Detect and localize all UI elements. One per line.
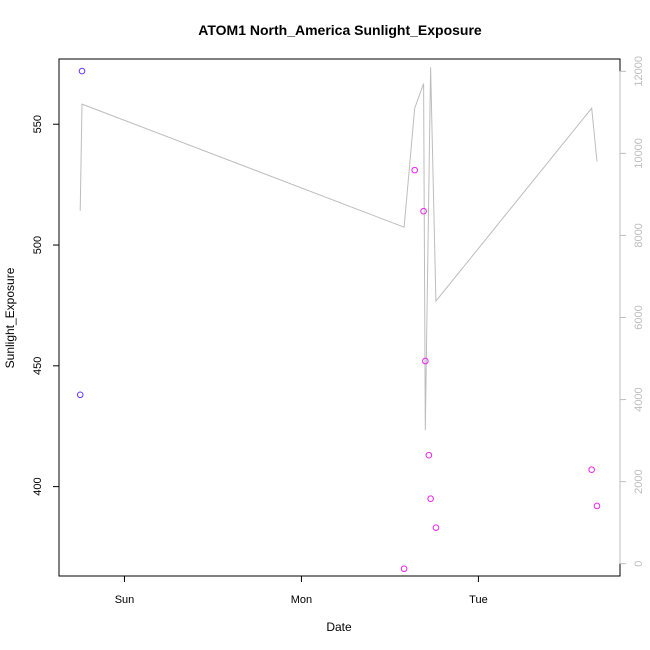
x-axis-label: Date [326,620,352,634]
y-tick-label: 450 [32,357,44,375]
data-point [400,565,408,573]
series-line [79,67,598,431]
data-point [422,357,429,365]
x-tick-label: Tue [469,594,488,606]
y-tick-label: 400 [32,477,44,495]
data-point [411,166,419,174]
y2-tick-label: 12000 [633,56,645,87]
y2-tick-label: 8000 [633,223,645,247]
data-point [593,502,601,510]
y-tick-label: 550 [32,115,44,133]
x-tick-label: Mon [291,594,312,606]
y2-tick-label: 6000 [633,305,645,329]
y-tick-label: 500 [32,236,44,254]
y-axis-right: 0 2000 4000 6000 8000 10000 12000 [619,56,645,567]
data-point [432,524,440,531]
y2-tick-label: 10000 [633,138,645,169]
chart-title: ATOM1 North_America Sunlight_Exposure [198,22,482,38]
plot-frame [58,58,621,577]
x-axis: Sun Mon Tue [115,576,488,606]
data-point [78,67,86,75]
data-point [420,207,427,215]
line-layer [79,67,598,431]
y2-tick-label: 2000 [633,469,645,493]
y-axis-label: Sunlight_Exposure [3,267,17,368]
y2-tick-label: 4000 [633,387,645,411]
y2-tick-label: 0 [633,561,645,567]
data-point [425,451,433,459]
data-point [588,466,595,474]
data-point [76,391,84,399]
y-axis-left: 400 450 500 550 [32,115,59,496]
x-tick-label: Sun [115,594,135,606]
data-point [427,495,434,502]
point-layer [76,67,601,573]
